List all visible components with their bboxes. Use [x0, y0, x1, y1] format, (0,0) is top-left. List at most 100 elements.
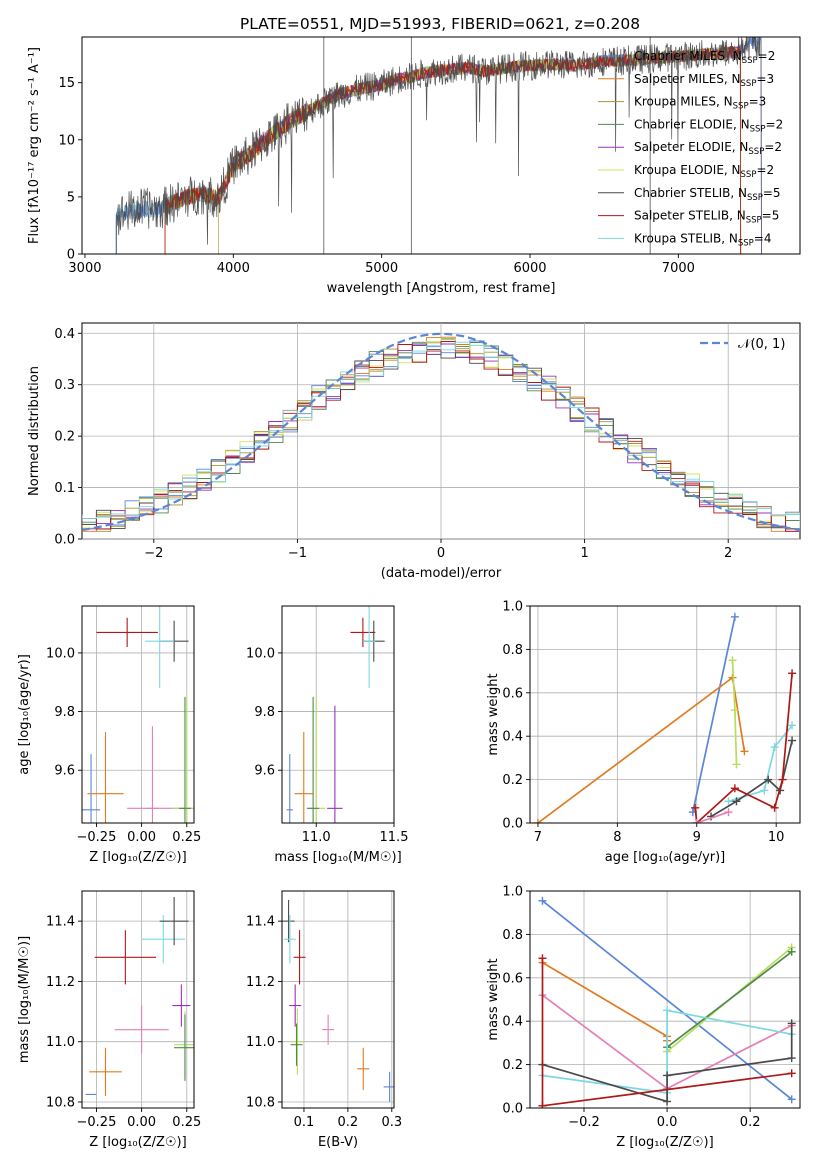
x-axis-label: Z [log₁₀(Z/Z☉)] — [89, 1135, 186, 1150]
legend-label-tail: =2 — [758, 49, 776, 63]
y-tick-label: 5 — [67, 190, 75, 205]
x-axis-label: wavelength [Angstrom, rest frame] — [327, 281, 556, 296]
legend-label-main: Salpeter MILES, N — [634, 72, 741, 86]
y-tick-label: 0.6 — [502, 686, 523, 701]
spectrum-panel: 3000 4000 5000 6000 7000 0 5 10 15 wavelength [An… — [27, 36, 801, 296]
x-tick-label: 0.3 — [381, 1115, 402, 1130]
x-axis-label: Z [log₁₀(Z/Z☉)] — [616, 1135, 713, 1150]
y-tick-label: 1.0 — [502, 885, 523, 900]
x-tick-label: 0.00 — [127, 830, 156, 845]
gaussian-curve — [82, 332, 800, 532]
y-tick-label: 0.4 — [54, 327, 75, 342]
x-tick-label: 0.00 — [127, 1115, 156, 1130]
legend-label-sub: SSP — [741, 170, 757, 180]
plot-frame — [281, 890, 395, 1109]
age-vs-metallicity-panel: −0.25 0.00 0.25 9.6 9.8 10.0 Z [log₁₀(Z/Z☉)] ag… — [17, 605, 201, 865]
weight-line-ce — [666, 951, 793, 1048]
legend-label: Chabrier ELODIE, NSSP=2 — [634, 117, 783, 134]
y-tick-label: 10.0 — [46, 646, 75, 661]
plot-frame — [529, 605, 801, 824]
y-axis-label: Flux [fλ10⁻¹⁷ erg cm⁻² s⁻¹ A⁻¹] — [27, 47, 42, 244]
y-tick-label: 11.2 — [246, 975, 275, 990]
legend-label-sub: SSP — [746, 216, 762, 226]
weight-line-sm — [537, 676, 746, 823]
x-axis-label: Z [log₁₀(Z/Z☉)] — [89, 850, 186, 865]
legend-label: Chabrier MILES, NSSP=2 — [634, 49, 775, 66]
x-tick-label: 11.0 — [302, 830, 331, 845]
legend-label-main: Chabrier MILES, N — [634, 49, 742, 63]
x-axis-label: E(B-V) — [318, 1135, 358, 1150]
x-tick-label: 11.5 — [380, 830, 409, 845]
y-tick-label: 9.6 — [254, 764, 275, 779]
legend-label-main: Kroupa ELODIE, N — [634, 163, 741, 177]
x-tick-label: −2 — [144, 546, 163, 561]
legend-label-sub: SSP — [748, 147, 764, 157]
plot-frame — [81, 890, 195, 1109]
legend-label-tail: =5 — [763, 186, 781, 200]
legend-label-tail: =3 — [749, 95, 767, 109]
x-axis-label: (data-model)/error — [381, 566, 502, 581]
legend-label-main: Kroupa MILES, N — [634, 95, 733, 109]
x-tick-label: 6000 — [513, 261, 546, 276]
histogram-steps — [82, 332, 800, 532]
x-tick-label: 5000 — [365, 261, 398, 276]
y-tick-label: 10 — [58, 133, 75, 148]
mass-weight-vs-age-panel: 7 8 9 10 0.0 0.2 0.4 0.6 0.8 1.0 age [log₁₀(age/yr… — [486, 600, 801, 865]
spectrum-line-cs — [115, 37, 762, 254]
x-tick-label: 3000 — [68, 261, 101, 276]
legend-label-tail: =4 — [754, 231, 772, 245]
legend-label: Salpeter ELODIE, NSSP=2 — [634, 140, 782, 157]
weight-lines — [533, 612, 797, 823]
weight-line-cm — [691, 616, 736, 813]
y-tick-label: 0.0 — [502, 817, 523, 832]
x-tick-label: 0.2 — [740, 1115, 761, 1130]
legend-label-sub: SSP — [742, 56, 758, 66]
legend-label-sub: SSP — [747, 193, 763, 203]
y-tick-label: 10.8 — [246, 1095, 275, 1110]
x-tick-label: 7000 — [662, 261, 695, 276]
age-vs-mass-panel: 11.0 11.5 9.6 9.8 10.0 mass [log₁₀(M/M☉)] — [246, 605, 409, 865]
x-axis-label: mass [log₁₀(M/M☉)] — [274, 850, 401, 865]
plot-frame — [81, 605, 195, 824]
legend-label-tail: =2 — [756, 163, 774, 177]
legend-label-sub: SSP — [750, 124, 766, 134]
legend-label-tail: =2 — [764, 140, 782, 154]
y-tick-label: 0.8 — [502, 928, 523, 943]
histogram-ks — [82, 341, 800, 532]
error-bars — [85, 897, 194, 1096]
y-axis-label: age [log₁₀(age/yr)] — [17, 654, 32, 775]
x-tick-label: 8 — [613, 830, 621, 845]
y-tick-label: 0.0 — [502, 1102, 523, 1117]
mass-vs-metallicity-panel: −0.25 0.00 0.25 10.8 11.0 11.2 11.4 Z [log₁₀(Z/… — [17, 890, 201, 1150]
y-tick-label: 15 — [58, 76, 75, 91]
legend-label: Salpeter MILES, NSSP=3 — [634, 72, 774, 89]
y-axis-label: mass weight — [486, 958, 501, 1040]
x-tick-label: 2 — [724, 546, 732, 561]
x-tick-label: 7 — [534, 830, 542, 845]
legend-label-tail: =5 — [762, 209, 780, 223]
x-tick-label: −1 — [288, 546, 307, 561]
x-tick-label: 1 — [580, 546, 588, 561]
y-axis-label: mass [log₁₀(M/M☉)] — [17, 936, 32, 1063]
weight-line-ks — [728, 724, 793, 803]
legend-label: Kroupa STELIB, NSSP=4 — [634, 231, 772, 248]
weight-line-pink — [696, 811, 729, 823]
y-tick-label: 9.6 — [54, 764, 75, 779]
spectrum-lines — [115, 37, 762, 254]
y-tick-label: 0.2 — [502, 1058, 523, 1073]
legend-label: 𝒩(0, 1) — [738, 337, 785, 352]
weight-line-sm — [542, 961, 668, 1041]
y-tick-label: 10.8 — [46, 1095, 75, 1110]
figure-title: PLATE=0551, MJD=51993, FIBERID=0621, z=0… — [240, 15, 640, 33]
weight-line-ks — [542, 1009, 792, 1094]
legend-label: Kroupa MILES, NSSP=3 — [634, 95, 766, 112]
x-tick-label: 10 — [768, 830, 785, 845]
mass-vs-ebv-panel: 0.1 0.2 0.3 10.8 11.0 11.2 11.4 E(B-V) — [246, 890, 402, 1150]
x-tick-label: 0.0 — [657, 1115, 678, 1130]
y-tick-label: 9.8 — [254, 705, 275, 720]
legend-label-tail: =3 — [756, 72, 774, 86]
y-tick-label: 11.4 — [246, 915, 275, 930]
x-axis-label: age [log₁₀(age/yr)] — [605, 850, 726, 865]
y-tick-label: 0.3 — [54, 378, 75, 393]
